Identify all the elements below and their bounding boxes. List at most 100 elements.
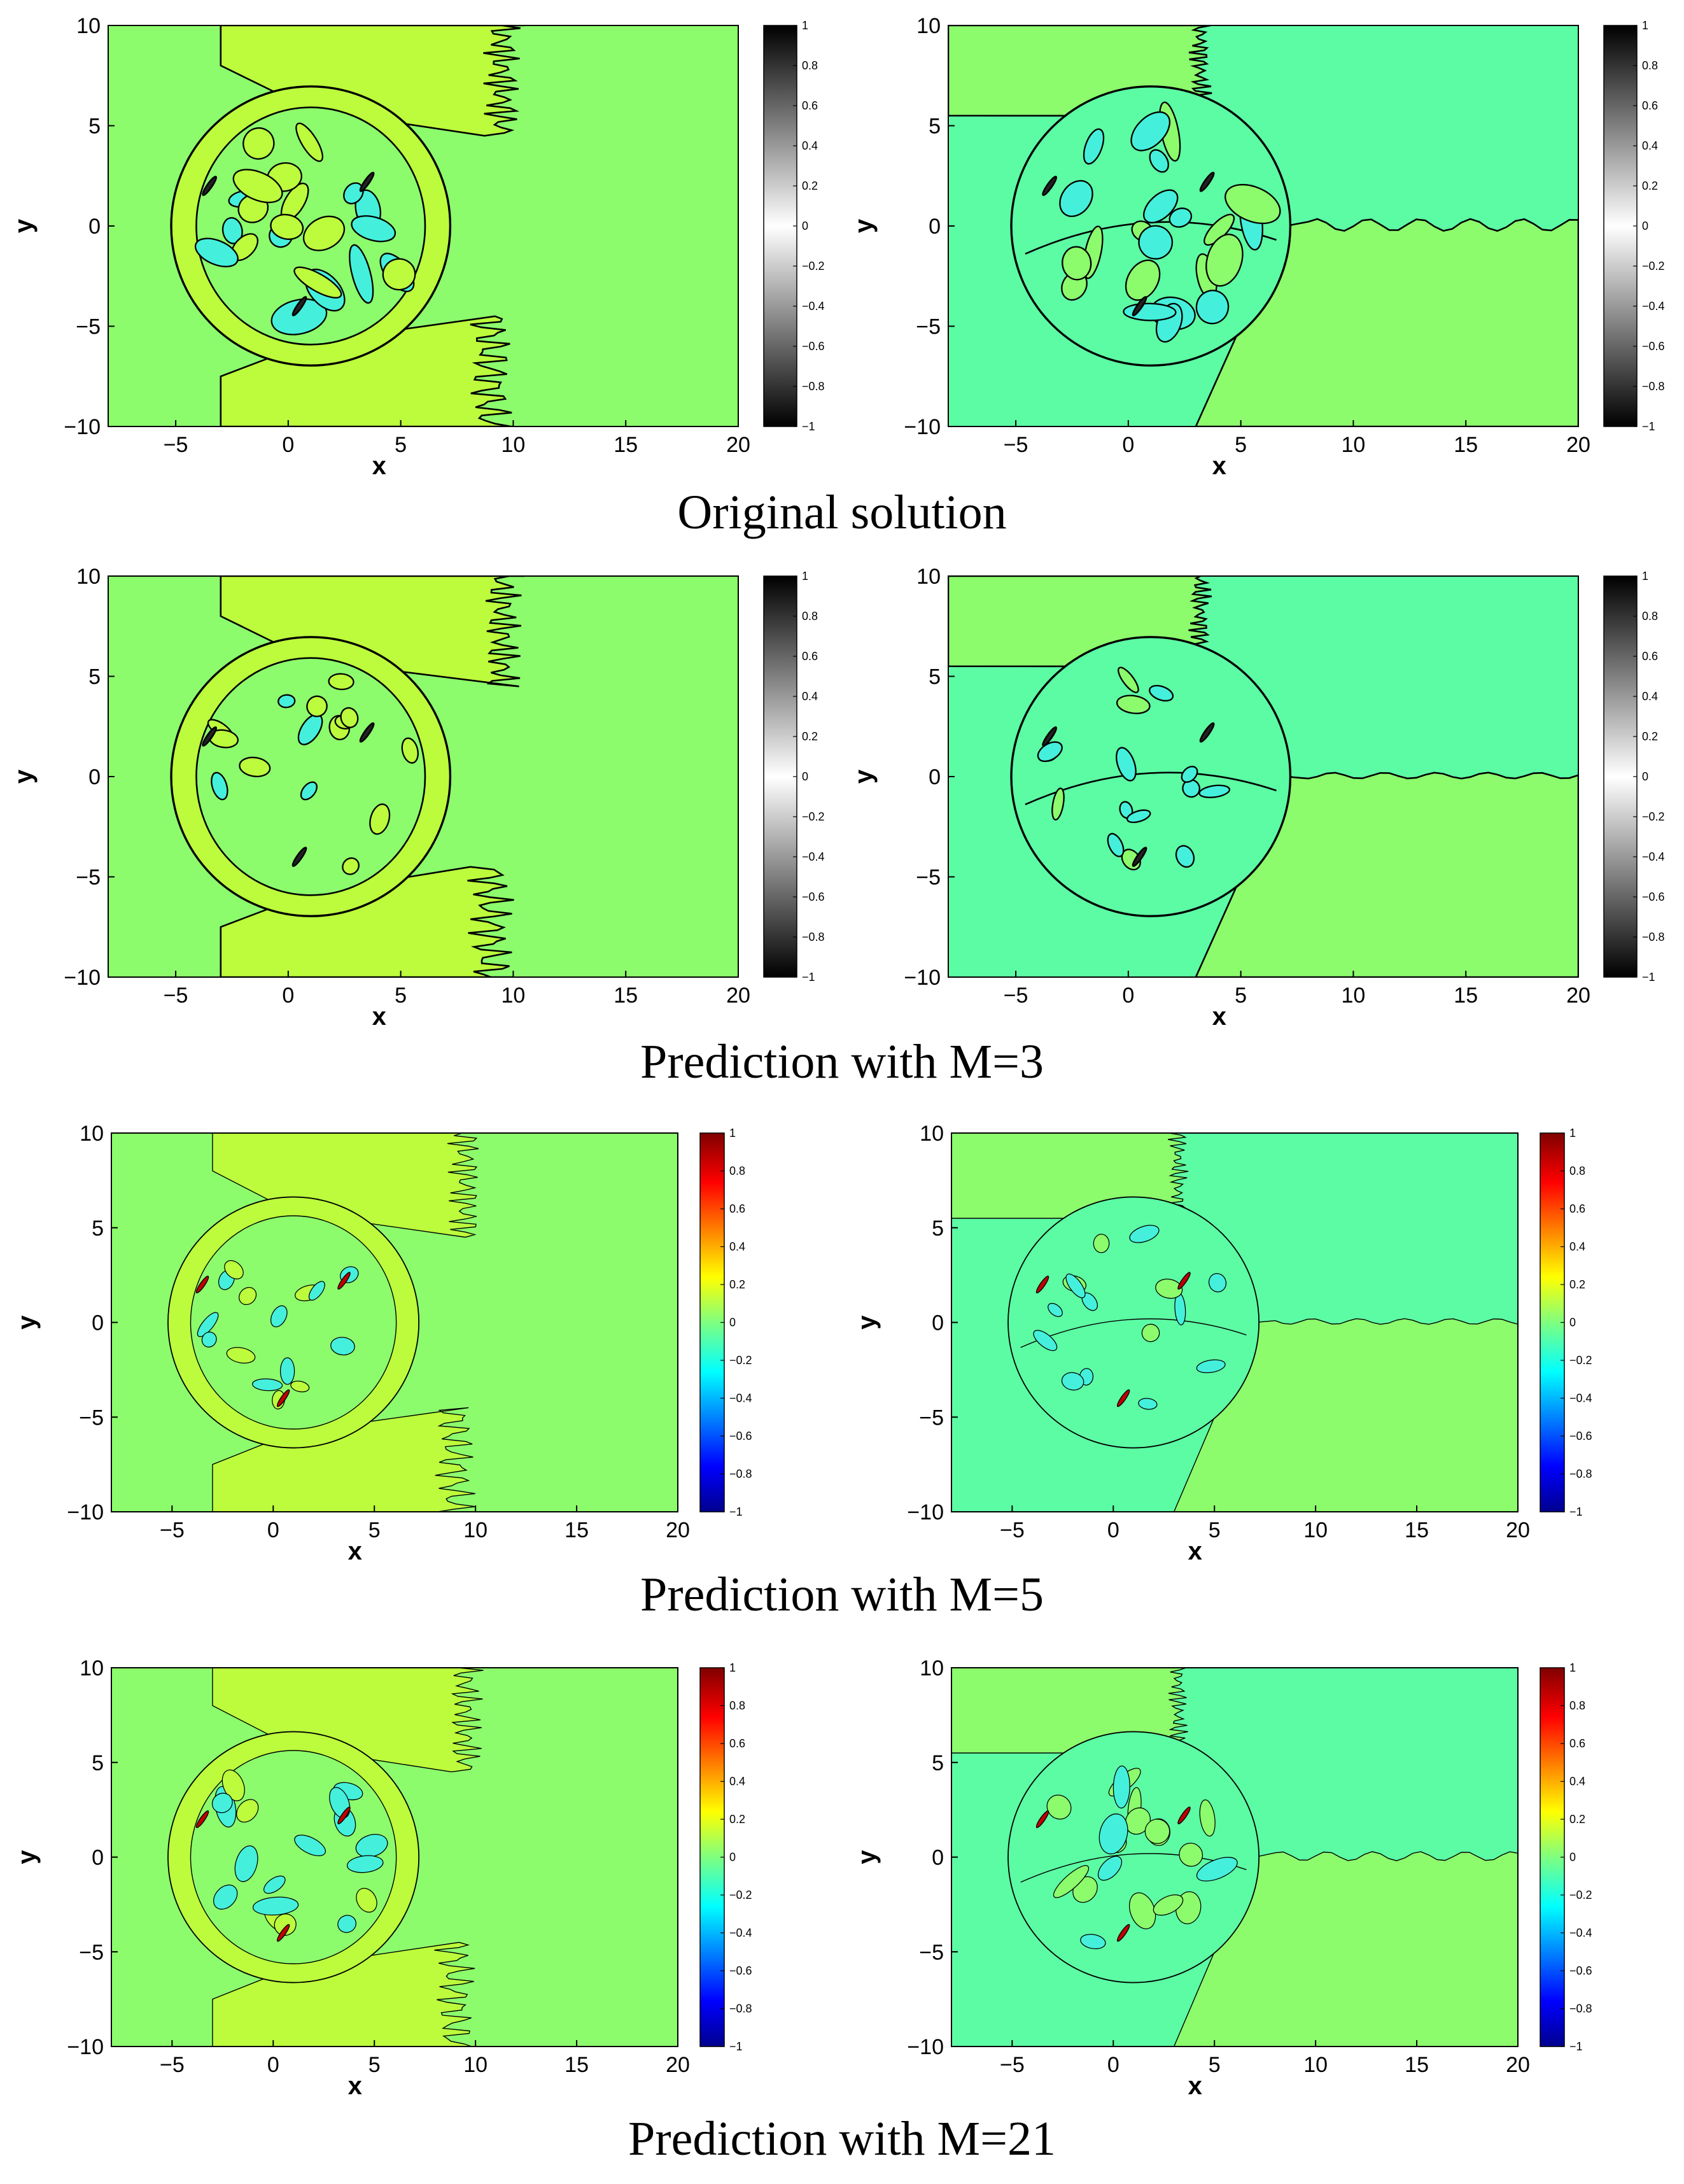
contour-blob [302,215,346,251]
colorbar-tick-label: 0 [802,770,808,783]
contour-blob [349,244,374,304]
colorbar-tick-label: −0.4 [802,850,825,863]
vortex-mark [337,1807,351,1824]
x-tick-label: 0 [267,2053,279,2077]
y-tick-label: 0 [92,1311,104,1335]
y-axis-label: y [10,218,38,233]
colorbar-tick-label: 0.8 [729,1700,745,1712]
x-tick-label: 10 [1342,433,1366,457]
y-tick-label: −5 [916,315,941,339]
contour-blob [1143,189,1179,223]
contour-blob [1141,1323,1160,1342]
colorbar-tick-label: −1 [729,2040,743,2053]
contour-blob [270,298,328,335]
y-axis-label: y [850,769,878,784]
colorbar-tick-label: 0.4 [1642,139,1658,152]
contour-blob [343,182,364,205]
vortex-mark [291,847,307,867]
colorbar-tick-label: −0.4 [1642,300,1665,313]
colorbar-tick-label: 1 [1569,1127,1576,1139]
colorbar-tick-label: −0.4 [729,1927,752,1940]
plot-area [948,576,1578,977]
colorbar-tick-label: −0.4 [1569,1392,1592,1405]
contour-blob [1205,234,1244,287]
colorbar-tick-label: −0.8 [1642,380,1665,393]
colorbar-tick-label: −1 [1569,2040,1583,2053]
contour-blob [1196,1857,1238,1882]
contour-blob [232,169,283,204]
vortex-mark [276,1924,290,1942]
x-tick-label: 10 [1303,1518,1328,1542]
colorbar-tick-label: 0.8 [802,59,818,72]
y-tick-label: −10 [904,966,941,990]
y-tick-label: 0 [932,1846,944,1870]
y-tick-label: 5 [88,665,101,689]
x-tick-label: 5 [1235,983,1247,1008]
colorbar-tick-label: 0.4 [802,139,818,152]
y-axis-label: y [10,769,38,784]
colorbar-tick-label: 0.2 [729,1278,745,1291]
colorbar-tick-label: −0.2 [802,810,825,823]
contour-blob [1208,1273,1227,1293]
x-tick-label: 10 [1303,2053,1328,2077]
x-tick-label: 0 [1122,433,1134,457]
x-tick-label: 15 [1454,983,1478,1008]
vortex-mark [195,1810,209,1828]
contour-blob [330,1337,355,1356]
vortex-mark [1199,722,1215,743]
vortex-mark [359,171,375,192]
colorbar-tick-label: 0.2 [802,180,818,192]
y-tick-label: 10 [920,1122,944,1146]
x-axis-label: x [372,452,386,480]
contour-blob [1138,1398,1158,1410]
contour-blob [1129,1225,1160,1243]
row-caption: Prediction with M=5 [640,1568,1044,1621]
contour-blob [290,1380,310,1393]
colorbar-tick-label: 0.4 [1569,1775,1585,1788]
contour-blob [1123,302,1177,321]
colorbar-tick-label: 0.2 [729,1813,745,1826]
y-tick-label: 0 [929,215,941,239]
vortex-mark [1042,176,1058,196]
contour-blob [356,1887,377,1913]
x-tick-label: 15 [614,983,638,1008]
colorbar [1540,1667,1565,2047]
vortex-mark [291,296,307,316]
contour-blob [369,803,391,835]
y-tick-label: −10 [907,1500,944,1525]
y-tick-label: 0 [929,765,941,789]
colorbar-tick-label: 0.6 [802,650,818,663]
contour-blob [242,127,275,160]
y-tick-label: −10 [64,966,101,990]
x-tick-label: −5 [164,983,188,1008]
x-tick-label: 20 [726,433,750,457]
y-axis-label: y [13,1850,41,1864]
row-caption: Prediction with M=21 [628,2112,1056,2166]
x-axis-label: x [348,2072,362,2100]
y-tick-label: 10 [80,1122,104,1146]
y-tick-label: 5 [932,1751,944,1775]
contour-panel: −5 0 5 10 15 20−10−50510xy−1−0.8−0.6−0.4−0.20… [853,1656,1592,2100]
y-tick-label: 10 [76,565,101,589]
colorbar-tick-label: 0.4 [1569,1241,1585,1253]
vortex-mark [1116,1924,1130,1942]
y-axis-label: y [853,1315,881,1330]
y-tick-label: 5 [88,115,101,139]
contour-blob [263,1875,286,1894]
contour-blob [270,213,304,240]
disk-region [1010,636,1292,917]
x-tick-label: 5 [395,433,407,457]
contour-blob [1179,1842,1203,1867]
colorbar-tick-label: −0.4 [1642,850,1665,863]
vortex-mark [202,726,218,747]
contour-blob [252,1896,299,1916]
x-tick-label: 5 [1209,1518,1221,1542]
lower-band-region [212,1941,476,2047]
lower-field-region [1173,1318,1518,1512]
contour-blob [1080,1934,1106,1950]
colorbar-tick-label: 0.4 [729,1241,745,1253]
lower-band-region [220,315,514,426]
colorbar-tick-label: 0.8 [729,1165,745,1178]
contour-blob [1065,1273,1086,1299]
contour-panel: −5 0 5 10 15 20−10−50510xy−1−0.8−0.6−0.4−0.20… [13,1122,752,1565]
